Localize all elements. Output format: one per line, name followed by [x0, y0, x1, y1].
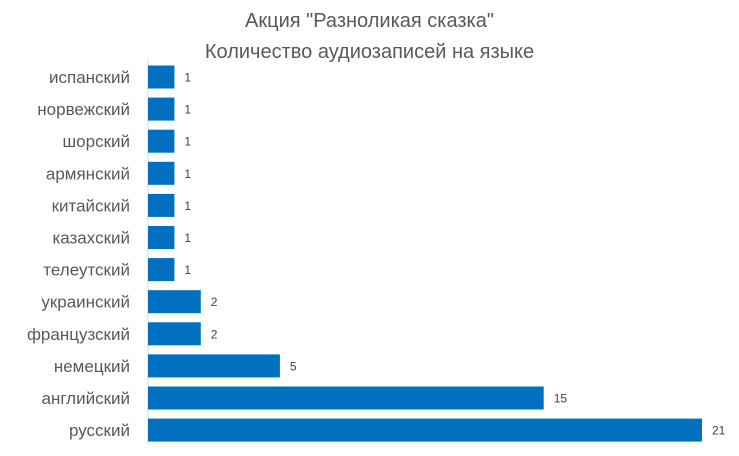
bar [148, 354, 280, 378]
chart-subtitle: Количество аудиозаписей на языке [204, 41, 535, 63]
category-tick-label: телеутский [43, 261, 130, 280]
data-label: 1 [184, 71, 191, 85]
bar [148, 129, 175, 153]
data-label: 1 [184, 199, 191, 213]
category-tick-label: армянский [46, 164, 130, 183]
bar [148, 65, 175, 89]
data-label: 2 [211, 295, 218, 309]
data-label: 1 [184, 135, 191, 149]
bar [148, 258, 175, 282]
category-tick-label: немецкий [54, 357, 130, 376]
data-label: 1 [184, 263, 191, 277]
data-label: 2 [211, 327, 218, 341]
bar [148, 290, 201, 314]
data-label: 1 [184, 167, 191, 181]
bar [148, 418, 702, 442]
data-label: 21 [712, 424, 726, 438]
category-tick-label: французский [27, 325, 130, 344]
category-tick-label: норвежский [37, 100, 130, 119]
data-label: 1 [184, 103, 191, 117]
bar [148, 386, 544, 410]
bar [148, 226, 175, 249]
category-tick-label: украинский [41, 293, 130, 312]
category-tick-label: испанский [49, 68, 130, 87]
category-tick-label: китайский [52, 196, 130, 215]
bar [148, 193, 175, 217]
category-tick-label: шорский [63, 132, 130, 151]
data-label: 5 [290, 359, 297, 373]
category-tick-label: русский [69, 421, 130, 440]
category-tick-label: казахский [52, 229, 130, 248]
category-tick-label: английский [41, 389, 130, 408]
data-label: 1 [184, 231, 191, 245]
chart-title: Акция "Разноликая сказка" [245, 10, 494, 32]
bar [148, 322, 201, 346]
data-label: 15 [554, 392, 568, 406]
bar [148, 97, 175, 121]
bar [148, 161, 175, 185]
